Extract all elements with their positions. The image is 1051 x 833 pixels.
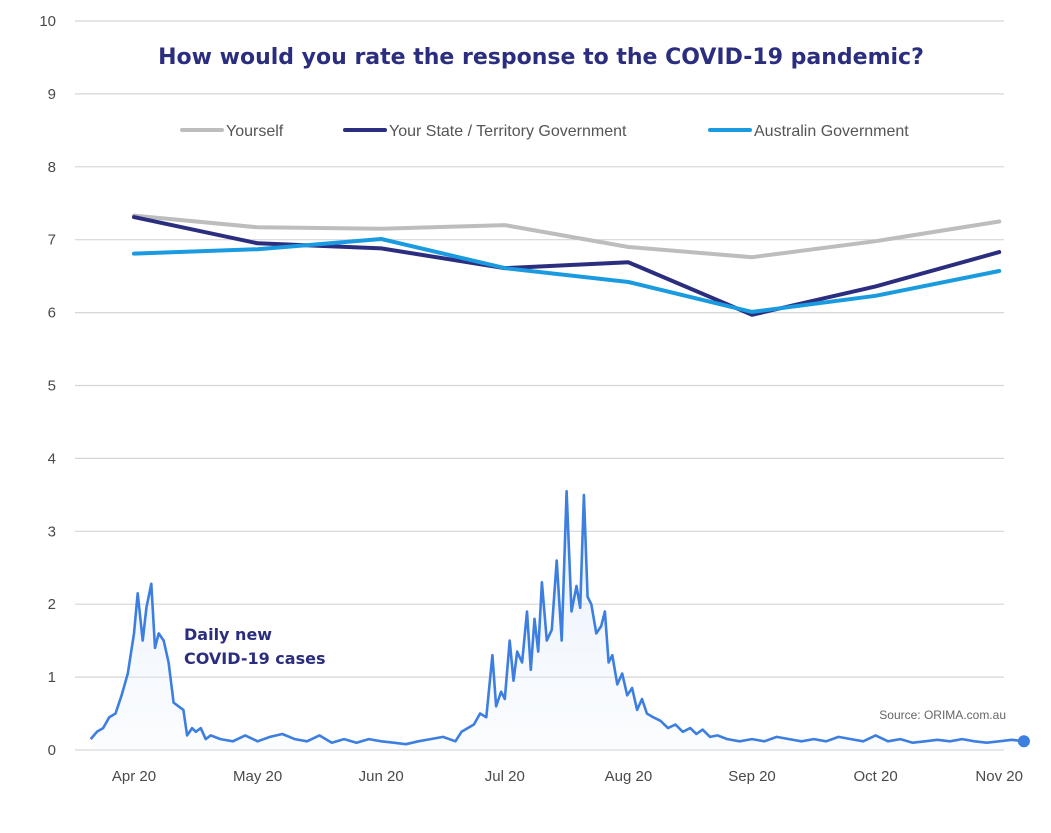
x-tick-label: Nov 20 bbox=[975, 768, 1023, 785]
series-lines bbox=[132, 213, 1002, 317]
legend-label-2: Australin Government bbox=[754, 123, 909, 140]
x-tick-label: Oct 20 bbox=[854, 768, 898, 785]
legend: Yourself Your State / Territory Governmen… bbox=[180, 123, 909, 140]
cases-end-marker bbox=[1017, 735, 1030, 748]
cases-line bbox=[89, 489, 1025, 746]
y-tick-label: 1 bbox=[48, 669, 56, 686]
legend-label-0: Yourself bbox=[226, 123, 284, 140]
y-tick-label: 10 bbox=[39, 13, 56, 30]
x-axis-ticks: Apr 20 May 20 Jun 20 Jul 20 Aug 20 Sep 20 Oct … bbox=[112, 768, 1023, 785]
y-tick-label: 2 bbox=[48, 596, 56, 613]
x-tick-label: Sep 20 bbox=[728, 768, 776, 785]
x-tick-label: Aug 20 bbox=[605, 768, 653, 785]
x-tick-label: Jul 20 bbox=[485, 768, 525, 785]
legend-label-1: Your State / Territory Government bbox=[389, 123, 627, 140]
x-tick-label: May 20 bbox=[233, 768, 282, 785]
y-tick-label: 4 bbox=[48, 450, 56, 467]
y-axis-ticks: 0 1 2 3 4 5 6 7 8 9 10 bbox=[39, 13, 56, 759]
cases-annotation-line-1: Daily new bbox=[184, 625, 272, 644]
y-tick-label: 9 bbox=[48, 86, 56, 103]
cases-annotation-line-2: COVID-19 cases bbox=[184, 649, 325, 668]
y-tick-label: 8 bbox=[48, 159, 56, 176]
series-line-0 bbox=[132, 213, 1002, 260]
cases-area bbox=[90, 491, 1024, 750]
y-tick-label: 0 bbox=[48, 742, 56, 759]
y-tick-label: 5 bbox=[48, 378, 56, 395]
y-tick-label: 3 bbox=[48, 523, 56, 540]
daily-cases-layer bbox=[89, 489, 1030, 750]
chart-title: How would you rate the response to the C… bbox=[158, 45, 924, 70]
series-line-1 bbox=[132, 215, 1002, 317]
series-line-2 bbox=[132, 237, 1002, 314]
grid-lines bbox=[75, 20, 1004, 751]
y-tick-label: 7 bbox=[48, 232, 56, 249]
y-tick-label: 6 bbox=[48, 305, 56, 322]
x-tick-label: Apr 20 bbox=[112, 768, 156, 785]
x-tick-label: Jun 20 bbox=[359, 768, 404, 785]
source-label: Source: ORIMA.com.au bbox=[879, 708, 1006, 722]
